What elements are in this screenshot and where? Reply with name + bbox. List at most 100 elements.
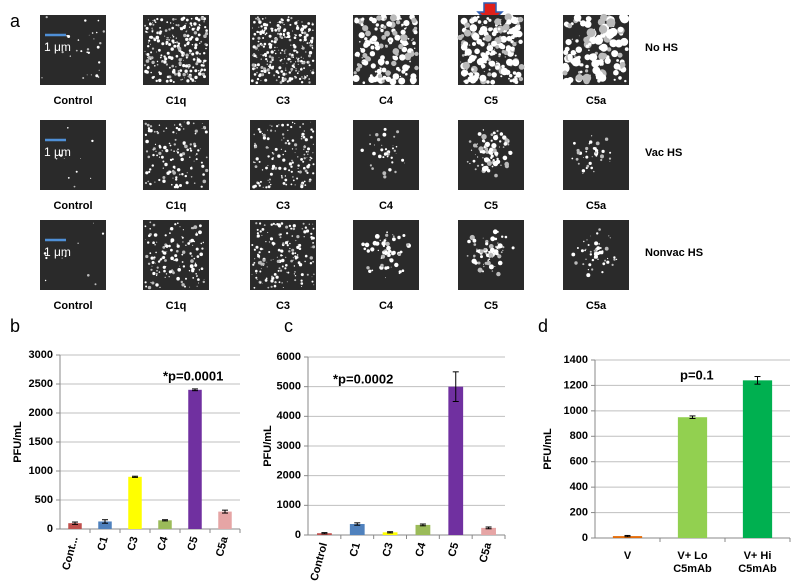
speckle bbox=[382, 156, 385, 159]
speckle bbox=[149, 221, 152, 224]
speckle bbox=[269, 22, 271, 24]
speckle bbox=[514, 77, 518, 81]
speckle bbox=[497, 247, 500, 250]
speckle bbox=[292, 259, 294, 261]
speckle bbox=[298, 170, 302, 174]
speckle bbox=[386, 245, 391, 251]
speckle bbox=[163, 269, 166, 273]
speckle bbox=[155, 283, 159, 287]
speckle bbox=[617, 52, 623, 58]
speckle bbox=[308, 54, 311, 58]
speckle bbox=[292, 176, 294, 178]
speckle bbox=[500, 67, 509, 76]
speckle bbox=[414, 47, 416, 49]
speckle bbox=[286, 139, 289, 142]
speckle bbox=[361, 242, 365, 247]
speckle bbox=[167, 36, 169, 39]
speckle bbox=[306, 227, 308, 229]
speckle bbox=[159, 258, 163, 261]
speckle bbox=[190, 17, 193, 20]
speckle bbox=[589, 250, 592, 253]
speckle bbox=[398, 272, 401, 275]
speckle bbox=[162, 160, 165, 163]
speckle bbox=[291, 139, 295, 142]
speckle bbox=[472, 42, 476, 46]
error-bar bbox=[321, 532, 328, 535]
speckle bbox=[383, 250, 389, 256]
speckle bbox=[250, 79, 254, 83]
speckle bbox=[263, 73, 264, 75]
speckles bbox=[571, 135, 612, 174]
speckle bbox=[309, 44, 312, 47]
speckle bbox=[296, 51, 299, 54]
speckle bbox=[392, 73, 400, 80]
speckle bbox=[278, 267, 281, 270]
speckle bbox=[155, 79, 158, 83]
speckle bbox=[289, 58, 292, 60]
speckle bbox=[184, 174, 187, 178]
speckle bbox=[295, 34, 297, 37]
speckle bbox=[199, 24, 201, 27]
speckle bbox=[181, 58, 183, 59]
speckle bbox=[260, 80, 262, 82]
speckle bbox=[267, 165, 269, 167]
speckle bbox=[591, 258, 595, 262]
speckle bbox=[189, 147, 192, 150]
speckle bbox=[255, 17, 258, 20]
column-label: C5 bbox=[484, 300, 498, 312]
speckle bbox=[303, 230, 307, 234]
speckle bbox=[203, 68, 206, 72]
speckle bbox=[588, 161, 592, 165]
y-tick-label: 1000 bbox=[277, 499, 301, 511]
speckle bbox=[147, 241, 150, 244]
speckle bbox=[301, 76, 303, 78]
speckles bbox=[466, 229, 515, 277]
speckle bbox=[254, 269, 258, 273]
speckle bbox=[185, 37, 189, 42]
speckle bbox=[149, 168, 152, 171]
speckle bbox=[157, 79, 159, 81]
speckle bbox=[200, 185, 203, 188]
speckle bbox=[494, 266, 496, 267]
y-tick-label: 3000 bbox=[29, 349, 53, 361]
speckle bbox=[503, 142, 508, 146]
speckle bbox=[179, 69, 183, 72]
speckle bbox=[370, 247, 375, 252]
speckle bbox=[302, 123, 305, 125]
speckle bbox=[179, 265, 181, 267]
speckle bbox=[480, 63, 486, 69]
speckle bbox=[609, 237, 611, 239]
speckle bbox=[262, 54, 265, 57]
speckle bbox=[158, 124, 161, 126]
speckle bbox=[288, 71, 291, 74]
speckle bbox=[178, 61, 182, 65]
speckle bbox=[258, 160, 261, 163]
speckle bbox=[278, 66, 282, 70]
y-tick-label: 1400 bbox=[564, 354, 588, 366]
speckle bbox=[261, 228, 265, 231]
speckle bbox=[193, 31, 198, 35]
speckle bbox=[478, 29, 485, 36]
speckle bbox=[490, 79, 496, 85]
speckle bbox=[295, 239, 297, 242]
speckle bbox=[257, 17, 261, 21]
speckle bbox=[158, 144, 161, 148]
speckle bbox=[291, 148, 294, 150]
speckle bbox=[189, 52, 191, 54]
speckle bbox=[393, 149, 396, 152]
scale-label: 1 μm bbox=[44, 145, 71, 159]
speckle bbox=[197, 33, 201, 37]
speckle bbox=[174, 138, 177, 141]
speckle bbox=[268, 55, 272, 58]
speckle bbox=[471, 68, 474, 71]
speckle bbox=[584, 249, 586, 252]
speckle bbox=[281, 123, 284, 127]
speckle bbox=[297, 168, 299, 169]
speckle bbox=[156, 39, 160, 43]
speckle bbox=[402, 234, 406, 237]
speckle bbox=[298, 263, 303, 267]
speckle bbox=[186, 79, 190, 83]
speckle bbox=[469, 234, 475, 241]
speckle bbox=[304, 254, 308, 258]
speckle bbox=[170, 227, 174, 231]
